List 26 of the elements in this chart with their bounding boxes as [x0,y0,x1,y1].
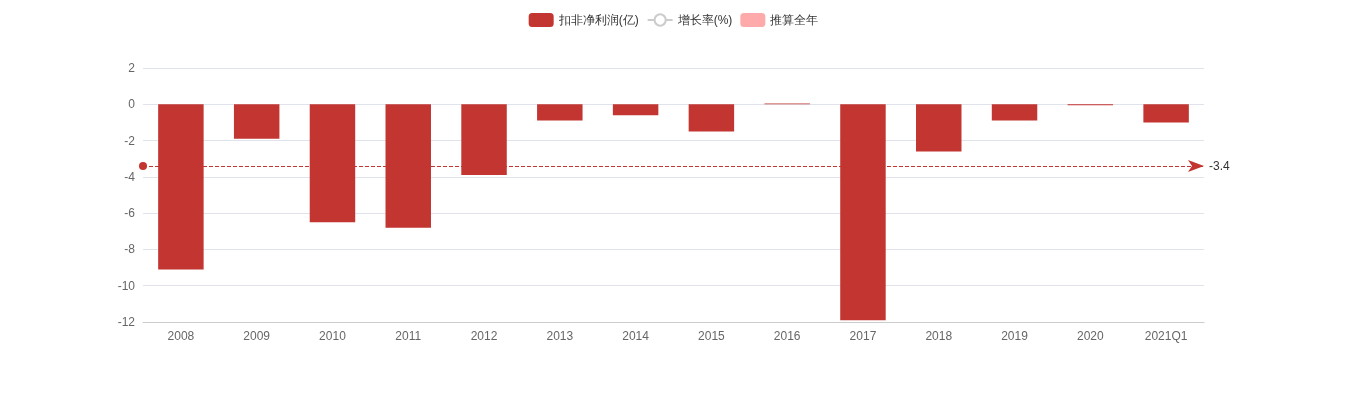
x-tick-label: 2015 [698,329,726,343]
y-tick-label: -10 [117,278,136,293]
legend-label: 增长率(%) [676,13,733,27]
x-tick-label: 2011 [395,329,422,343]
y-tick-label: 0 [128,97,136,112]
x-tick-label: 2016 [773,329,801,343]
x-tick-label: 2019 [1001,329,1029,343]
x-tick-label: 2014 [622,329,650,343]
x-tick-label: 2021Q1 [1144,329,1188,343]
x-tick-label: 2010 [319,329,347,343]
legend-label: 推算全年 [770,13,819,27]
x-tick-label: 2018 [925,329,953,343]
y-tick-label: -12 [117,315,136,329]
x-tick-label: 2008 [167,329,195,343]
x-tick-label: 2020 [1076,329,1104,343]
x-tick-label: 2009 [243,329,271,343]
x-tick-label: 2012 [470,329,498,343]
y-tick-label: -2 [124,133,136,148]
x-tick-label: 2017 [849,329,877,343]
y-tick-label: 2 [128,61,136,75]
x-tick-label: 2013 [546,329,574,343]
y-tick-label: -8 [124,242,136,257]
y-tick-label: -6 [124,206,136,221]
ref-line-label: -3.4 [1209,158,1230,173]
y-tick-label: -4 [124,169,136,184]
legend-label: 扣非净利润(亿) [557,13,639,27]
